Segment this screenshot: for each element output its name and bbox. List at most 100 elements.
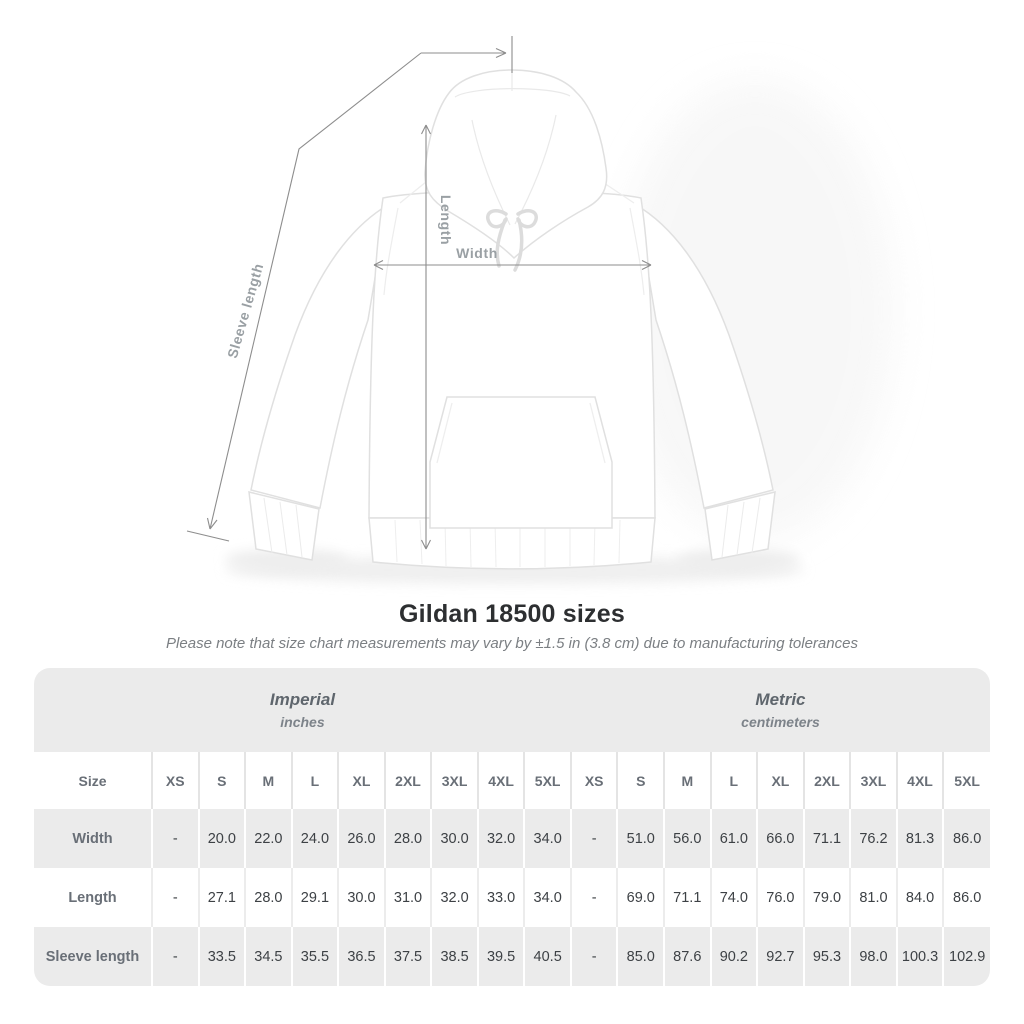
hoodie-left-cuff [248, 491, 320, 561]
measurement-value: 34.5 [244, 927, 292, 986]
tolerance-note: Please note that size chart measurements… [166, 635, 858, 652]
measurement-value: - [569, 868, 618, 927]
measurement-value: - [569, 927, 618, 986]
hoodie-drawstrings [486, 209, 538, 272]
measurement-value: 102.9 [942, 927, 990, 986]
measurement-value: 30.0 [430, 809, 478, 868]
sleeve-length-label: Sleeve length [224, 261, 266, 360]
measurement-value: 36.5 [337, 927, 385, 986]
length-label: Length [438, 195, 454, 245]
size-header-metric-5XL: 5XL [942, 752, 990, 809]
measurement-row-label: Length [68, 889, 117, 906]
measurement-value: 86.0 [942, 868, 990, 927]
size-header-imperial-XL: XL [337, 752, 385, 809]
measurement-value: 76.2 [849, 809, 897, 868]
measurement-row-label: Width [72, 830, 113, 847]
size-header-metric-2XL: 2XL [802, 752, 851, 809]
measurement-value: 84.0 [895, 868, 944, 927]
hoodie-left-sleeve [250, 198, 399, 509]
size-header-imperial-5XL: 5XL [523, 752, 571, 809]
hoodie-right-cuff [704, 491, 776, 561]
measurement-value: 30.0 [337, 868, 385, 927]
width-dimension-line [373, 260, 652, 270]
metric-group-unit: centimeters [741, 714, 820, 730]
metric-group-header: Metric centimeters [570, 668, 990, 752]
size-header-metric-M: M [663, 752, 711, 809]
size-header-imperial-L: L [290, 752, 339, 809]
size-header-imperial-XS: XS [151, 752, 199, 809]
width-label: Width [456, 245, 498, 261]
length-dimension-line [421, 124, 431, 550]
measurement-row: Width -20.0 22.0 24.0 26.0 28.0 30.0 32.0 34.0-5… [34, 809, 990, 868]
size-header-row: Size XS S M L XL 2XL 3XL 4XL 5XL XS S M L XL 2XL 3XL 4XL… [34, 752, 990, 809]
measurement-value: 28.0 [383, 809, 432, 868]
measurement-value: 61.0 [709, 809, 758, 868]
imperial-group-unit: inches [280, 714, 325, 730]
hoodie-hem [368, 517, 656, 570]
measurement-value: 22.0 [244, 809, 292, 868]
measurement-value: 90.2 [709, 927, 758, 986]
measurement-value: 86.0 [942, 809, 990, 868]
measurement-value: 27.1 [197, 868, 246, 927]
size-header-imperial-M: M [244, 752, 292, 809]
measurement-value: 95.3 [802, 927, 851, 986]
hoodie-measurement-figure: Sleeve length Length Width [186, 36, 895, 584]
size-header-imperial-3XL: 3XL [430, 752, 478, 809]
measurement-value: 29.1 [290, 868, 339, 927]
measurement-value: 40.5 [523, 927, 571, 986]
hoodie-diagram: Sleeve length Length Width [186, 36, 895, 584]
size-header-metric-4XL: 4XL [895, 752, 944, 809]
size-column-header: Size [78, 772, 107, 789]
hoodie-right-sleeve [625, 198, 774, 509]
dimension-lines [186, 36, 652, 550]
measurement-row: Sleeve length -33.5 34.5 35.5 36.5 37.5 38.5 39… [34, 927, 990, 986]
metric-group-label: Metric [755, 690, 806, 709]
size-header-metric-3XL: 3XL [849, 752, 897, 809]
measurement-value: 69.0 [616, 868, 665, 927]
page-title: Gildan 18500 sizes [399, 600, 625, 628]
measurement-value: 39.5 [476, 927, 525, 986]
measurement-value: 32.0 [430, 868, 478, 927]
size-header-metric-XL: XL [756, 752, 804, 809]
measurement-value: 33.0 [476, 868, 525, 927]
measurement-value: 33.5 [197, 927, 246, 986]
measurement-value: 98.0 [849, 927, 897, 986]
measurement-value: 71.1 [663, 868, 711, 927]
measurement-value: 51.0 [616, 809, 665, 868]
measurement-value: 71.1 [802, 809, 851, 868]
measurement-value: - [151, 809, 199, 868]
measurement-value: 76.0 [756, 868, 804, 927]
size-table-grid: Imperial inches Metric centimeters Size … [34, 668, 990, 986]
measurement-value: 85.0 [616, 927, 665, 986]
measurement-value: 81.0 [849, 868, 897, 927]
measurement-value: 35.5 [290, 927, 339, 986]
measurement-value: 56.0 [663, 809, 711, 868]
measurement-value: 79.0 [802, 868, 851, 927]
soft-shadows [225, 80, 895, 584]
size-header-metric-S: S [616, 752, 665, 809]
measurement-value: 74.0 [709, 868, 758, 927]
measurement-value: 100.3 [895, 927, 944, 986]
measurement-value: 24.0 [290, 809, 339, 868]
measurement-value: 28.0 [244, 868, 292, 927]
imperial-group-label: Imperial [269, 690, 336, 709]
hoodie-illustration [248, 69, 776, 570]
measurement-value: - [569, 809, 618, 868]
measurement-value: 87.6 [663, 927, 711, 986]
measurement-value: 32.0 [476, 809, 525, 868]
size-table: Imperial inches Metric centimeters Size … [34, 668, 990, 986]
size-header-imperial-S: S [197, 752, 246, 809]
measurement-value: 34.0 [523, 868, 571, 927]
measurement-row: Length -27.1 28.0 29.1 30.0 31.0 32.0 33.0 34.0-… [34, 868, 990, 927]
measurement-value: - [151, 927, 199, 986]
imperial-group-header: Imperial inches [34, 668, 571, 752]
size-header-metric-XS: XS [569, 752, 618, 809]
measurement-value: 66.0 [756, 809, 804, 868]
measurement-value: 37.5 [383, 927, 432, 986]
size-header-imperial-4XL: 4XL [476, 752, 525, 809]
measurement-row-label: Sleeve length [45, 948, 140, 965]
measurement-value: 20.0 [197, 809, 246, 868]
measurement-value: 34.0 [523, 809, 571, 868]
size-header-imperial-2XL: 2XL [383, 752, 432, 809]
sleeve-length-dimension-line [186, 36, 513, 542]
